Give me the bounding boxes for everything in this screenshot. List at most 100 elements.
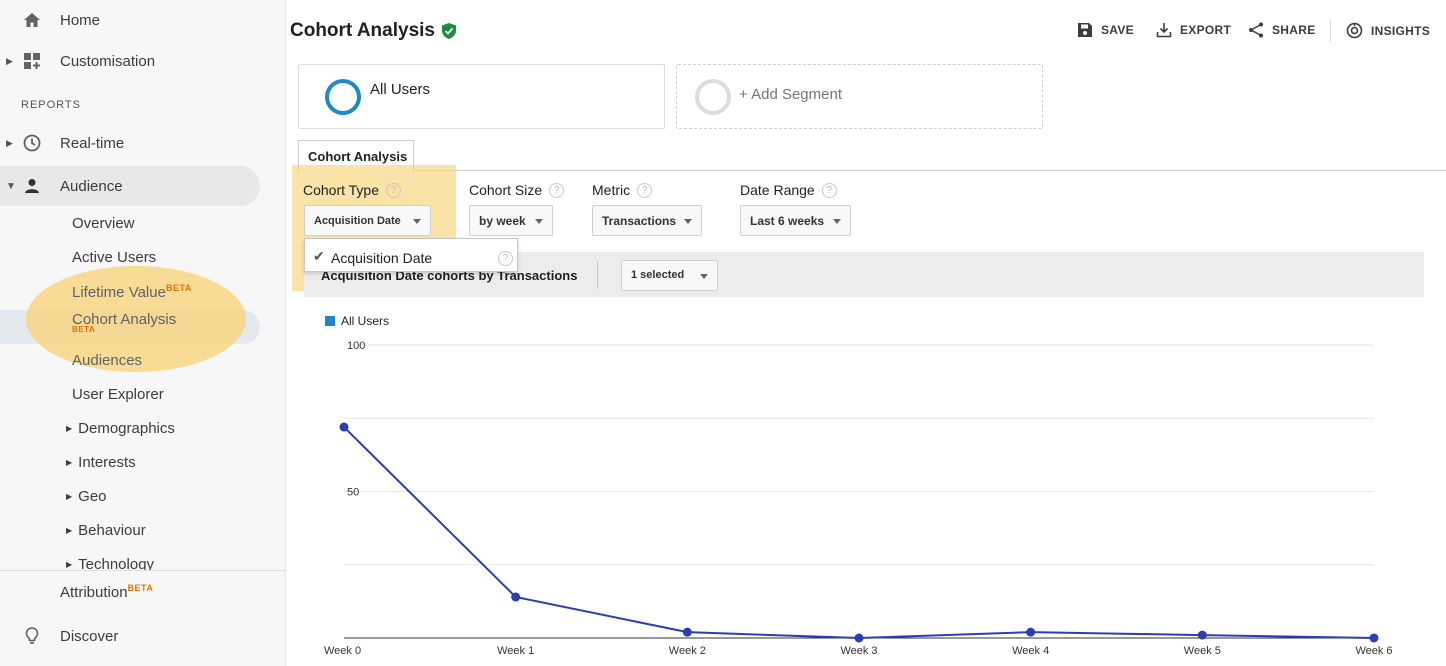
tab-underline: [298, 170, 1446, 171]
help-icon[interactable]: ?: [498, 251, 513, 266]
export-icon: [1156, 23, 1172, 38]
nav-lifetime-value[interactable]: Lifetime ValueBETA: [72, 283, 192, 301]
nav-active-users[interactable]: Active Users: [72, 249, 157, 266]
cohort-size-value: by week: [479, 213, 526, 228]
nav-attribution[interactable]: AttributionBETA: [0, 572, 286, 612]
chevron-down-icon: [535, 219, 543, 224]
header-divider: [1330, 20, 1331, 42]
metric-dropdown[interactable]: Transactions: [592, 205, 702, 236]
nav-audiences[interactable]: Audiences: [72, 352, 143, 369]
reports-heading: REPORTS: [21, 99, 81, 111]
chevron-down-icon: [413, 219, 421, 224]
save-button[interactable]: SAVE: [1077, 22, 1134, 38]
selected-dropdown[interactable]: 1 selected: [621, 260, 718, 291]
cohort-type-dropdown[interactable]: Acquisition Date: [304, 205, 431, 236]
data-point: [1197, 630, 1207, 640]
nav-cohort-analysis[interactable]: Cohort Analysis BETA: [72, 311, 176, 334]
sidebar: Home ▶ Customisation REPORTS ▶ Real-time…: [0, 0, 286, 666]
y-tick-label: 50: [347, 487, 359, 499]
y-axis-labels: 50 100: [347, 340, 365, 499]
data-point: [339, 422, 349, 432]
date-range-label: Date Range?: [740, 182, 837, 198]
x-axis-labels: Week 0 Week 1 Week 2 Week 3 Week 4 Week 5 Week…: [324, 645, 1393, 657]
nav-realtime-label: Real-time: [60, 134, 125, 152]
caret-right-icon: ▶: [66, 492, 73, 501]
nav-customisation-label: Customisation: [60, 52, 156, 70]
legend-label: All Users: [341, 314, 390, 328]
chevron-down-icon: [684, 219, 692, 224]
nav-customisation[interactable]: ▶ Customisation: [0, 41, 286, 81]
help-icon[interactable]: ?: [637, 182, 653, 198]
home-icon: [22, 10, 42, 30]
nav-audience[interactable]: ▼ Audience: [0, 166, 260, 206]
help-icon[interactable]: ?: [549, 182, 565, 198]
checkmark-icon: ✔: [313, 248, 325, 264]
cohort-type-menu: ✔ Acquisition Date ?: [304, 238, 518, 272]
nav-geo[interactable]: ▶ Geo: [66, 488, 107, 505]
share-icon: [1249, 22, 1263, 38]
nav-user-explorer[interactable]: User Explorer: [72, 386, 164, 403]
legend-swatch: [325, 316, 335, 326]
nav-demographics[interactable]: ▶ Demographics: [66, 420, 175, 437]
cohort-size-dropdown[interactable]: by week: [469, 205, 553, 236]
beta-badge: BETA: [127, 583, 154, 593]
nav-attribution-label: AttributionBETA: [60, 583, 154, 601]
nav-discover-label: Discover: [60, 627, 119, 645]
toolbar-divider: [597, 261, 598, 289]
export-button[interactable]: EXPORT: [1156, 22, 1231, 38]
nav-technology[interactable]: ▶ Technology: [66, 556, 154, 570]
save-icon: [1078, 23, 1092, 37]
x-tick-label: Week 0: [324, 645, 361, 657]
chart-legend: All Users: [325, 314, 389, 328]
nav-overview[interactable]: Overview: [72, 215, 135, 232]
x-tick-label: Week 1: [497, 645, 534, 657]
x-tick-label: Week 3: [840, 645, 877, 657]
metric-value: Transactions: [602, 213, 677, 228]
save-label: SAVE: [1101, 23, 1134, 37]
x-tick-label: Week 4: [1012, 645, 1049, 657]
metric-label: Metric?: [592, 182, 653, 198]
segment-ring-icon: [695, 79, 731, 115]
add-segment-button[interactable]: + Add Segment: [676, 64, 1043, 129]
nav-audience-label: Audience: [60, 177, 123, 195]
selected-value: 1 selected: [631, 269, 685, 281]
data-point: [1369, 633, 1379, 643]
nav-behaviour-label: Behaviour: [78, 522, 146, 539]
nav-interests-label: Interests: [78, 454, 136, 471]
data-point: [682, 627, 692, 637]
nav-demographics-label: Demographics: [78, 420, 175, 437]
nav-home-label: Home: [60, 11, 101, 29]
highlight-ellipse: [26, 266, 246, 372]
chart-series: [339, 422, 1379, 643]
nav-behaviour[interactable]: ▶ Behaviour: [66, 522, 146, 539]
data-point: [854, 633, 864, 643]
chart-grid: [344, 344, 1374, 639]
nav-interests[interactable]: ▶ Interests: [66, 454, 136, 471]
beta-badge: BETA: [165, 283, 192, 293]
verified-shield-icon: [441, 22, 457, 40]
nav-home[interactable]: Home: [0, 0, 286, 40]
insights-button[interactable]: INSIGHTS: [1346, 22, 1430, 39]
cohort-type-label: Cohort Type?: [303, 182, 402, 198]
help-icon[interactable]: ?: [821, 182, 837, 198]
lightbulb-icon: [22, 626, 42, 646]
caret-down-icon: ▼: [6, 180, 16, 192]
nav-realtime[interactable]: ▶ Real-time: [0, 123, 286, 163]
export-label: EXPORT: [1180, 23, 1232, 37]
nav-discover[interactable]: Discover: [0, 616, 286, 656]
segment-ring-icon: [325, 79, 361, 115]
date-range-value: Last 6 weeks: [750, 213, 825, 228]
nav-technology-label: Technology: [78, 556, 155, 570]
nav-geo-label: Geo: [78, 488, 107, 505]
nav-lifetime-value-label: Lifetime Value: [72, 284, 166, 301]
segment-all-users[interactable]: All Users: [298, 64, 665, 129]
cohort-type-value: Acquisition Date: [314, 214, 401, 227]
x-tick-label: Week 2: [669, 645, 706, 657]
help-icon[interactable]: ?: [386, 182, 402, 198]
date-range-dropdown[interactable]: Last 6 weeks: [740, 205, 851, 236]
y-tick-label: 100: [347, 340, 365, 352]
menu-option-acquisition-date[interactable]: Acquisition Date: [331, 250, 433, 266]
share-button[interactable]: SHARE: [1248, 22, 1316, 38]
share-label: SHARE: [1272, 23, 1316, 37]
